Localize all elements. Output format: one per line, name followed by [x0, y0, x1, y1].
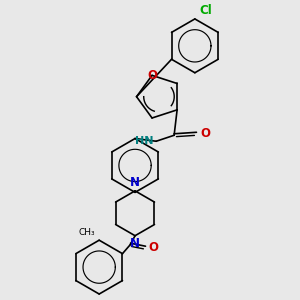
Text: CH₃: CH₃	[78, 228, 95, 237]
Text: O: O	[200, 127, 210, 140]
Text: HN: HN	[135, 136, 153, 146]
Text: O: O	[149, 241, 159, 254]
Text: N: N	[130, 176, 140, 189]
Text: O: O	[147, 69, 157, 82]
Text: N: N	[130, 237, 140, 250]
Text: Cl: Cl	[199, 4, 212, 16]
